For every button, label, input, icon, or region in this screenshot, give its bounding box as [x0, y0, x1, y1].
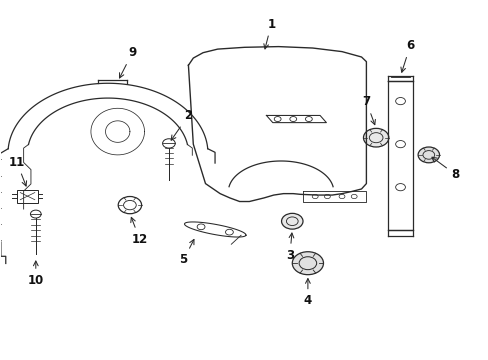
Text: 5: 5	[179, 239, 194, 266]
Text: 3: 3	[285, 233, 293, 262]
Circle shape	[281, 213, 303, 229]
Text: 12: 12	[130, 217, 147, 246]
Text: 11: 11	[9, 156, 26, 186]
Circle shape	[292, 252, 323, 275]
Text: 1: 1	[264, 18, 275, 49]
Circle shape	[417, 147, 439, 163]
Text: 6: 6	[400, 39, 413, 72]
Text: 8: 8	[431, 157, 459, 181]
Circle shape	[363, 129, 388, 147]
Text: 7: 7	[362, 95, 375, 125]
Text: 2: 2	[171, 109, 192, 140]
Text: 4: 4	[303, 279, 311, 307]
Text: 10: 10	[28, 261, 44, 287]
Text: 9: 9	[119, 46, 136, 78]
